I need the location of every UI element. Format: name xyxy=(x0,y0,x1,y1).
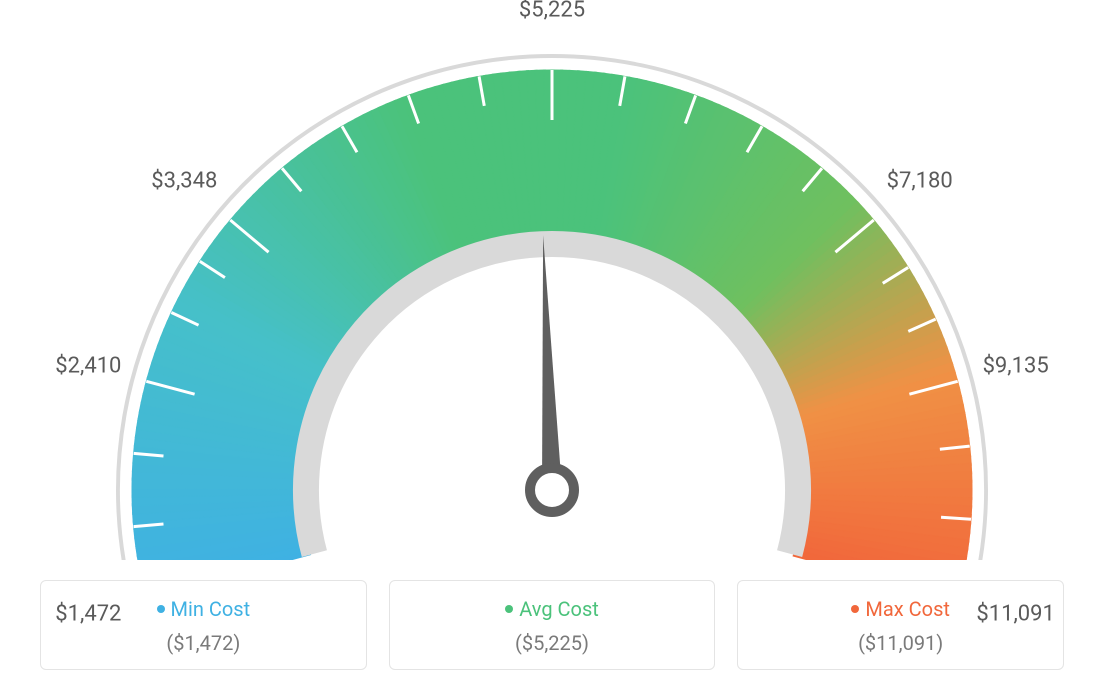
gauge-svg xyxy=(0,0,1104,560)
legend-title-max: Max Cost xyxy=(750,597,1051,621)
gauge-tick-label: $9,135 xyxy=(983,353,1049,378)
legend-label-avg: Avg Cost xyxy=(519,597,599,621)
dot-icon xyxy=(505,605,513,613)
legend-card-max: Max Cost ($11,091) xyxy=(737,580,1064,670)
legend-label-max: Max Cost xyxy=(865,597,950,621)
legend-card-avg: Avg Cost ($5,225) xyxy=(389,580,716,670)
legend-value-avg: ($5,225) xyxy=(402,631,703,655)
legend-title-min: Min Cost xyxy=(53,597,354,621)
legend-title-avg: Avg Cost xyxy=(402,597,703,621)
dot-icon xyxy=(157,605,165,613)
dot-icon xyxy=(851,605,859,613)
legend-value-min: ($1,472) xyxy=(53,631,354,655)
gauge-tick-label: $3,348 xyxy=(151,169,217,194)
legend-value-max: ($11,091) xyxy=(750,631,1051,655)
gauge-tick-label: $5,225 xyxy=(519,0,585,23)
gauge-tick-label: $7,180 xyxy=(887,169,953,194)
gauge-tick-label: $2,410 xyxy=(55,353,121,378)
legend-card-min: Min Cost ($1,472) xyxy=(40,580,367,670)
legend-row: Min Cost ($1,472) Avg Cost ($5,225) Max … xyxy=(0,580,1104,670)
cost-gauge-chart: $1,472$2,410$3,348$5,225$7,180$9,135$11,… xyxy=(0,0,1104,560)
legend-label-min: Min Cost xyxy=(171,597,251,621)
